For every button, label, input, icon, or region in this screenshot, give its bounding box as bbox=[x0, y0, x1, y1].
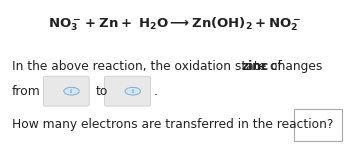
Text: from: from bbox=[12, 85, 41, 98]
Text: $\mathbf{NO_3^- + Zn+ \ H_2O{\longrightarrow}Zn(OH)_2 + NO_2^-}$: $\mathbf{NO_3^- + Zn+ \ H_2O{\longrighta… bbox=[48, 16, 302, 33]
FancyBboxPatch shape bbox=[43, 76, 89, 106]
FancyBboxPatch shape bbox=[105, 76, 150, 106]
Text: .: . bbox=[154, 85, 158, 98]
Ellipse shape bbox=[64, 87, 79, 95]
Text: changes: changes bbox=[267, 60, 322, 73]
Text: zinc: zinc bbox=[241, 60, 268, 73]
Text: ⇕: ⇕ bbox=[131, 89, 135, 94]
FancyBboxPatch shape bbox=[294, 109, 342, 141]
Text: How many electrons are transferred in the reaction?: How many electrons are transferred in th… bbox=[12, 118, 333, 131]
Text: ⇕: ⇕ bbox=[69, 89, 73, 94]
Text: to: to bbox=[96, 85, 108, 98]
Text: In the above reaction, the oxidation state of: In the above reaction, the oxidation sta… bbox=[12, 60, 286, 73]
Ellipse shape bbox=[125, 87, 140, 95]
